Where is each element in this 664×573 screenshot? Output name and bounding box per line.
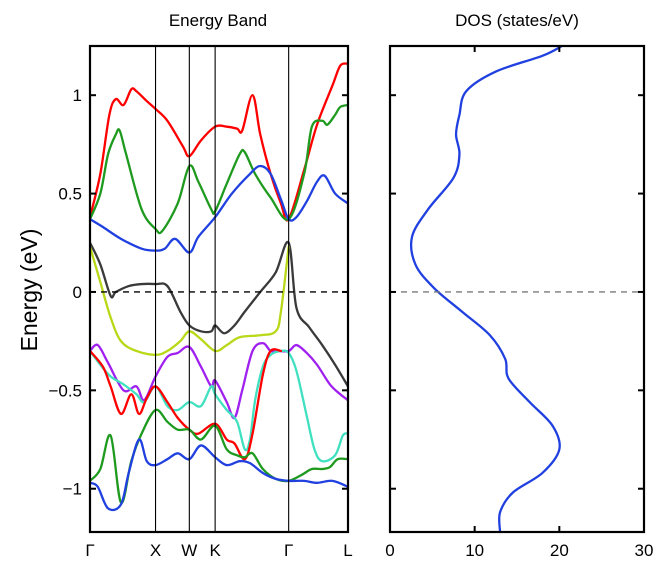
dos-xtick-label-3: 30 <box>635 541 654 560</box>
band-chart-title: Energy Band <box>169 11 267 30</box>
kpoint-label-5: L <box>343 541 352 560</box>
band-curves-group <box>90 62 348 512</box>
band-ytick-label-4: 1 <box>73 86 82 105</box>
dos-axes-frame: 0 10 20 30 <box>385 44 654 560</box>
dos-curves-group <box>409 46 564 532</box>
dos-plot-box <box>388 44 646 534</box>
band-ytick-label-0: −1 <box>63 480 82 499</box>
series-line-band-aqua <box>90 349 348 463</box>
series-line-band-blue-upper <box>90 164 348 254</box>
kpoint-label-4: Γ <box>284 541 293 560</box>
series-line-band-blue-lower <box>90 438 348 512</box>
dos-chart-title: DOS (states/eV) <box>455 11 579 30</box>
band-y-axis-label: Energy (eV) <box>16 229 42 352</box>
series-line-band-green-upper <box>90 103 348 235</box>
dos-xtick-label-1: 10 <box>465 541 484 560</box>
series-line-band-dark-gray <box>90 240 348 388</box>
band-structure-panel: Energy Band Energy (eV) Γ X W K Γ L −1 −0.5 0 0.5… <box>16 11 353 560</box>
kpoint-label-3: K <box>209 541 221 560</box>
kpoint-label-0: Γ <box>85 541 94 560</box>
band-ytick-label-1: −0.5 <box>48 381 82 400</box>
dos-panel: DOS (states/eV) 0 10 20 30 <box>385 11 653 560</box>
band-ytick-label-2: 0 <box>73 283 82 302</box>
dos-xtick-label-0: 0 <box>385 541 394 560</box>
band-ytick-label-3: 0.5 <box>58 185 82 204</box>
series-line-band-purple <box>90 341 348 420</box>
dos-xtick-label-2: 20 <box>550 541 569 560</box>
kpoint-label-1: X <box>150 541 161 560</box>
kpoint-label-2: W <box>181 541 197 560</box>
series-line-band-red-lower <box>90 348 283 461</box>
band-axes-frame: Γ X W K Γ L −1 −0.5 0 0.5 1 <box>48 44 353 560</box>
band-plot-box <box>88 44 350 534</box>
series-line-total-dos <box>409 46 564 532</box>
